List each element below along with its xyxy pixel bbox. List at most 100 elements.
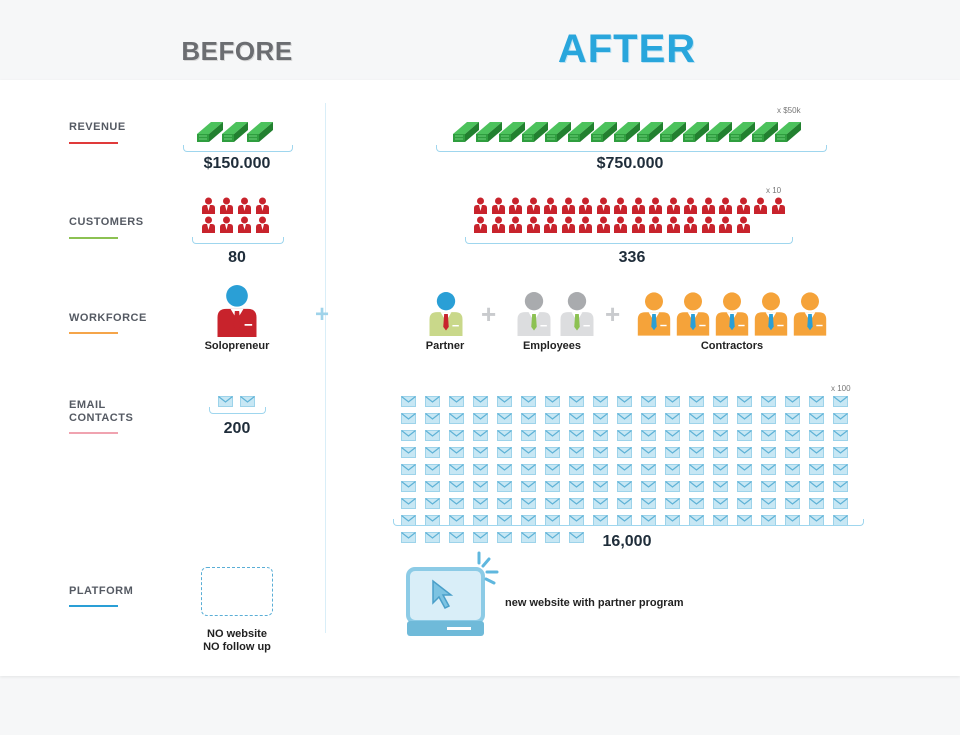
customer-icon xyxy=(561,216,575,233)
envelope-icon xyxy=(833,447,848,458)
envelope-icon xyxy=(497,396,512,407)
envelope-icon xyxy=(785,396,800,407)
customer-icon xyxy=(579,197,592,214)
envelope-icon xyxy=(545,481,560,492)
envelope-icon xyxy=(401,532,416,543)
envelope-icon xyxy=(833,464,848,475)
envelope-icon xyxy=(713,430,728,441)
envelope-icon xyxy=(737,464,752,475)
envelope-icon xyxy=(785,498,800,509)
envelope-icon xyxy=(665,430,680,441)
envelope-icon xyxy=(401,413,416,424)
envelope-icon xyxy=(761,464,776,475)
customer-icon xyxy=(220,197,233,214)
envelope-icon xyxy=(425,498,440,509)
customer-icon xyxy=(596,216,610,233)
envelope-icon xyxy=(569,481,584,492)
customer-icon xyxy=(509,216,522,233)
envelope-icon xyxy=(809,498,824,509)
envelope-icon xyxy=(617,464,632,475)
envelope-icon xyxy=(425,481,440,492)
person-icon xyxy=(217,285,257,337)
envelope-icon xyxy=(737,430,752,441)
envelope-icon xyxy=(545,498,560,509)
envelope-icon xyxy=(689,447,704,458)
customer-icon xyxy=(614,197,627,214)
partner-icon xyxy=(427,292,465,341)
customer-icon xyxy=(202,216,215,233)
customer-icon xyxy=(736,216,750,233)
envelope-icon xyxy=(833,498,848,509)
money-stack-icon xyxy=(499,122,525,142)
envelope-icon xyxy=(593,396,608,407)
customer-icon xyxy=(220,216,233,233)
customer-icon xyxy=(474,216,487,233)
money-stack-icon xyxy=(453,122,479,142)
envelope-icon xyxy=(545,430,560,441)
email-label: EMAIL CONTACTS xyxy=(69,399,133,425)
revenue-underline xyxy=(69,142,118,144)
envelope-icon xyxy=(449,481,464,492)
envelope-icon xyxy=(641,498,656,509)
envelope-icon xyxy=(593,447,608,458)
envelope-icon xyxy=(473,481,488,492)
email-after-value: 16,000 xyxy=(602,533,652,550)
envelope-icon xyxy=(401,396,416,407)
customer-icon xyxy=(614,216,627,233)
customer-icon xyxy=(701,216,715,233)
money-stack-icon xyxy=(222,122,248,142)
envelope-icon xyxy=(545,532,560,543)
customer-icon xyxy=(736,197,750,214)
email-before-icons xyxy=(218,396,255,407)
divider-plus-icon: + xyxy=(315,301,330,328)
platform-underline xyxy=(69,605,118,607)
workforce-underline xyxy=(69,332,118,334)
envelope-icon xyxy=(521,447,536,458)
envelope-icon xyxy=(401,464,416,475)
envelope-icon xyxy=(713,464,728,475)
customer-icon xyxy=(666,197,680,214)
customer-icon xyxy=(238,216,251,233)
customers-after-icons xyxy=(473,197,789,233)
envelope-icon xyxy=(593,464,608,475)
customers-before-value: 80 xyxy=(228,249,246,266)
envelope-icon xyxy=(569,464,584,475)
money-stack-icon xyxy=(752,122,778,142)
envelope-icon xyxy=(401,498,416,509)
envelope-icon xyxy=(617,396,632,407)
employee-icon xyxy=(560,292,594,336)
customer-icon xyxy=(684,216,697,233)
contractor-icon xyxy=(793,292,827,336)
customer-icon xyxy=(526,216,540,233)
money-stack-icon xyxy=(247,122,273,142)
envelope-icon xyxy=(737,498,752,509)
revenue-before-stacks xyxy=(197,118,273,149)
contractor-icon xyxy=(637,292,671,336)
envelope-icon xyxy=(449,413,464,424)
envelope-icon xyxy=(545,396,560,407)
revenue-label: REVENUE xyxy=(69,121,126,133)
customers-underline xyxy=(69,237,118,239)
money-stack-icon xyxy=(637,122,663,142)
envelope-icon xyxy=(689,464,704,475)
customer-icon xyxy=(596,197,610,214)
contractor-icon xyxy=(754,292,788,336)
customers-unit: x 10 xyxy=(766,186,782,195)
customer-icon xyxy=(649,197,662,214)
envelope-icon xyxy=(521,396,536,407)
envelope-icon xyxy=(761,430,776,441)
envelope-icon xyxy=(641,447,656,458)
envelope-icon xyxy=(401,430,416,441)
envelope-icon xyxy=(473,464,488,475)
envelope-icon xyxy=(497,447,512,458)
customer-icon xyxy=(754,197,767,214)
envelope-icon xyxy=(569,413,584,424)
envelope-icon xyxy=(665,413,680,424)
envelope-icon xyxy=(641,430,656,441)
customer-icon xyxy=(526,197,540,214)
envelope-icon xyxy=(473,532,488,543)
envelope-icon xyxy=(665,464,680,475)
money-stack-icon xyxy=(683,122,709,142)
envelope-icon xyxy=(593,430,608,441)
envelope-icon xyxy=(809,396,824,407)
